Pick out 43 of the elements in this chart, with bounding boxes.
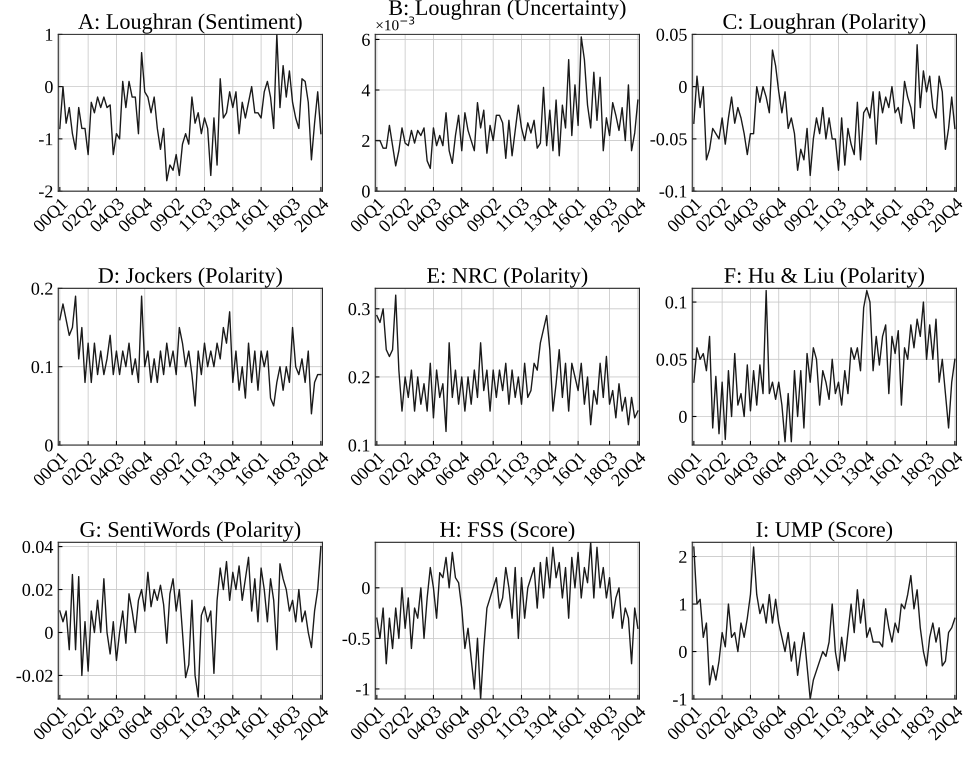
y-tick-label: 0	[679, 410, 687, 423]
y-tick-label: -0.5	[342, 632, 370, 645]
y-tick-label: 2	[679, 550, 686, 563]
y-tick-label: -0.05	[650, 133, 687, 146]
y-tick-label: 0.05	[656, 28, 687, 41]
y-tick-label: -1	[673, 693, 686, 706]
y-tick-label: 0.1	[348, 439, 370, 452]
chart-title: G: SentiWords (Polarity)	[80, 521, 300, 542]
chart-title: D: Jockers (Polarity)	[98, 267, 282, 288]
y-tick-label: -2	[39, 185, 52, 198]
y-tick-label: 0.3	[348, 303, 370, 316]
y-tick-label: 1	[46, 28, 52, 41]
y-tick-label: 0.2	[32, 282, 52, 295]
line-series	[59, 546, 322, 698]
y-tick-label: 4	[362, 84, 370, 96]
y-tick-label: 0	[679, 646, 687, 658]
y-tick-label: -1	[356, 683, 370, 696]
chart-title: I: UMP (Score)	[756, 521, 892, 542]
chart-title: C: Loughran (Polarity)	[723, 13, 926, 34]
y-tick-label: 0	[679, 80, 687, 94]
y-tick-label: -0.1	[659, 185, 686, 198]
y-tick-label: 0.05	[656, 354, 687, 366]
y-tick-label: 0	[45, 439, 53, 452]
chart-title: H: FSS (Score)	[440, 521, 574, 542]
chart-title: E: NRC (Polarity)	[427, 267, 588, 288]
y-tick-label: 0	[362, 582, 370, 594]
line-series	[693, 290, 956, 442]
y-tick-label: 2	[362, 134, 370, 147]
y-tick-label: 0.1	[32, 360, 52, 374]
y-tick-label: 0.04	[22, 540, 54, 554]
y-tick-label: 0	[45, 626, 53, 639]
y-tick-label: -0.02	[16, 670, 52, 682]
line-series	[376, 542, 639, 700]
y-tick-label: 0	[362, 185, 370, 198]
y-tick-label: 0.1	[666, 296, 686, 309]
y-tick-label: 0	[45, 80, 53, 94]
y-tick-label: 0.2	[348, 371, 370, 384]
y-tick-label: 1	[680, 598, 686, 610]
y-tick-label: -1	[39, 133, 52, 146]
chart-title: F: Hu & Liu (Polarity)	[724, 267, 924, 288]
y-tick-label: 0.02	[22, 584, 52, 596]
chart-title: A: Loughran (Sentiment)	[78, 13, 302, 34]
y-tick-label: 6	[362, 34, 370, 46]
